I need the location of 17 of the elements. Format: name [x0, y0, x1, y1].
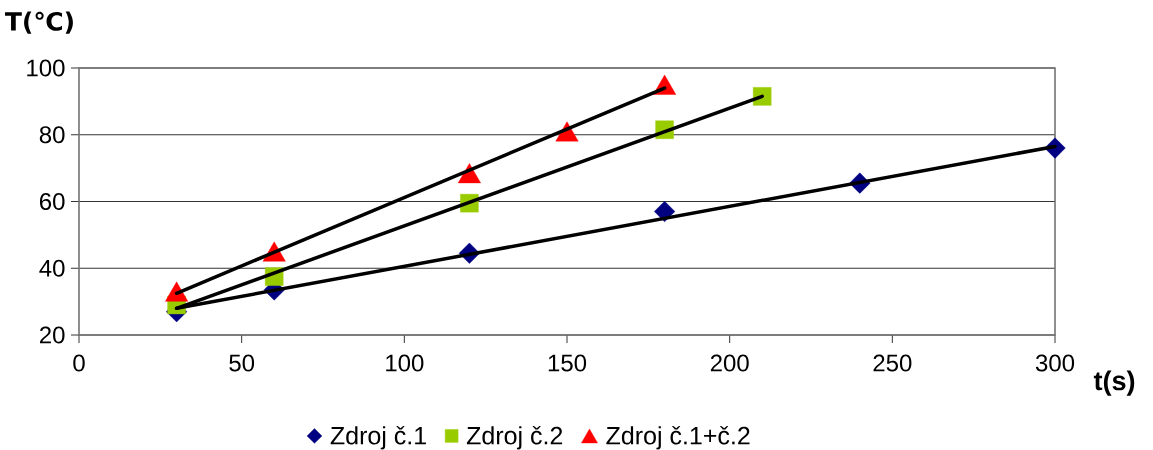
y-tick-label: 80: [39, 126, 65, 144]
x-tick-label: 0: [73, 354, 85, 372]
x-tick-label: 200: [710, 354, 749, 372]
x-tick-label: 250: [873, 354, 912, 372]
y-tick-label: 100: [27, 59, 65, 77]
x-tick-label: 100: [386, 354, 424, 372]
x-tick-label: 50: [229, 354, 255, 372]
legend-label: Zdroj č.1: [330, 426, 426, 450]
x-tick-label: 300: [1035, 354, 1075, 372]
x-axis-title: t(s): [1093, 370, 1135, 396]
legend-label: Zdroj č.2: [466, 426, 563, 450]
y-tick-label: 60: [40, 193, 65, 210]
y-tick-label: 20: [39, 326, 65, 344]
y-axis-title: T(℃): [5, 11, 73, 34]
y-tick-label: 40: [39, 259, 65, 277]
x-tick-label: 150: [548, 354, 587, 372]
legend-label: Zdroj č.1+č.2: [606, 426, 750, 450]
